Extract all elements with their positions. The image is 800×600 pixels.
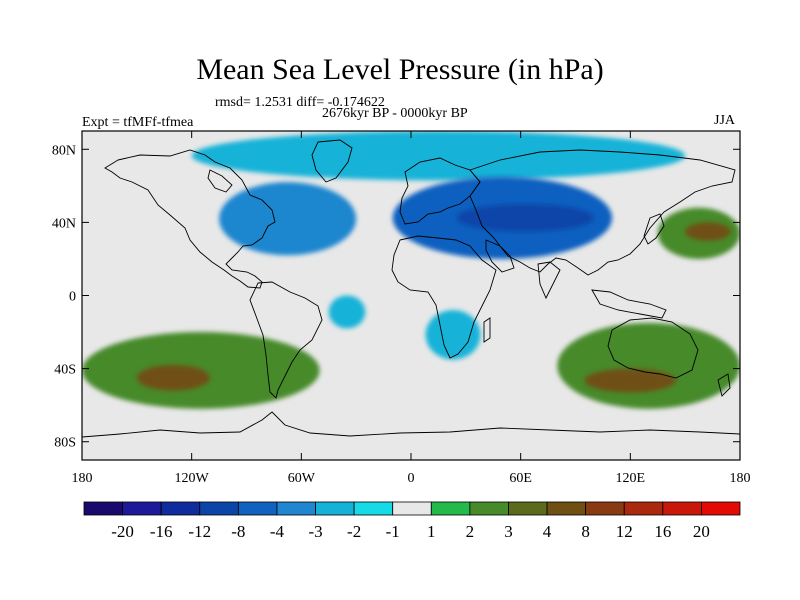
coast-japan <box>643 213 665 245</box>
colorbar-label: -2 <box>347 522 361 541</box>
colorbar-box <box>237 501 278 516</box>
colorbar-label: -3 <box>308 522 322 541</box>
x-tick-label: 0 <box>408 471 415 486</box>
colorbar-label: 8 <box>581 522 590 541</box>
colorbar-label: -1 <box>386 522 400 541</box>
field-region-north-america-atlantic <box>219 182 357 256</box>
field-region-nw-pacific-core <box>685 222 731 241</box>
colorbar-box <box>469 501 509 516</box>
x-axis: 180 120W 60W 0 60E 120E 180 <box>72 131 751 486</box>
coastlines <box>82 139 740 438</box>
coast-greenland <box>311 139 353 183</box>
colorbar-label: -8 <box>231 522 245 541</box>
x-tick-label: 180 <box>72 471 93 486</box>
colorbar-box <box>199 501 239 516</box>
field-layer <box>82 131 740 409</box>
coast-australia <box>607 317 699 379</box>
colorbar-box <box>585 501 625 516</box>
field-region-south-indian-ocean <box>557 322 740 409</box>
season-label: JJA <box>714 113 736 128</box>
x-tick-label: 180 <box>730 471 751 486</box>
field-region-southern-africa <box>425 310 481 360</box>
stats-text: rmsd= 1.2531 diff= -0.174622 <box>215 95 385 110</box>
x-tick-label: 120W <box>175 471 210 486</box>
colorbar-box <box>546 501 587 516</box>
colorbar-box <box>315 501 355 516</box>
colorbar: -20 -16 -12 -8 -4 -3 -2 -1 1 2 3 4 8 12 16 20 <box>83 501 741 541</box>
coast-africa <box>391 235 497 359</box>
colorbar-box <box>430 501 471 516</box>
y-tick-label: 40N <box>52 216 76 231</box>
x-tick-label: 120E <box>616 471 646 486</box>
coast-madagascar <box>483 317 491 343</box>
y-tick-label: 80N <box>52 143 76 158</box>
colorbar-label: -20 <box>111 522 134 541</box>
colorbar-label: 1 <box>427 522 436 541</box>
colorbar-label: -12 <box>188 522 211 541</box>
colorbar-box <box>160 501 201 516</box>
y-tick-label: 40S <box>54 363 76 378</box>
field-region-eurasia-core <box>456 204 594 232</box>
coast-north-america <box>104 149 276 289</box>
y-tick-label: 0 <box>69 290 76 305</box>
colorbar-label: -16 <box>150 522 173 541</box>
colorbar-label: 2 <box>466 522 475 541</box>
colorbar-box <box>122 501 162 516</box>
field-region-tropical-atlantic <box>328 295 366 329</box>
y-axis: 80N 40N 0 40S 80S <box>52 143 740 451</box>
period-text: 2676kyr BP - 0000kyr BP <box>322 106 468 121</box>
experiment-label: Expt = tfMFf-tfmea <box>82 115 194 130</box>
x-tick-label: 60W <box>288 471 316 486</box>
colorbar-box <box>701 501 741 516</box>
field-region-arctic <box>191 131 686 181</box>
colorbar-label: 12 <box>616 522 633 541</box>
colorbar-label: 16 <box>654 522 671 541</box>
colorbar-box <box>508 501 548 516</box>
coast-india <box>537 261 561 300</box>
colorbar-box <box>83 501 123 516</box>
coast-antarctica <box>82 411 740 438</box>
coast-hudson <box>207 169 233 193</box>
colorbar-box <box>623 501 664 516</box>
colorbar-box <box>392 501 432 516</box>
colorbar-box <box>276 501 316 516</box>
colorbar-box <box>662 501 702 516</box>
field-region-south-indian-core <box>584 368 677 393</box>
x-tick-label: 60E <box>509 471 532 486</box>
field-region-south-pacific-core <box>136 364 210 391</box>
map-background <box>82 131 740 460</box>
chart-title: Mean Sea Level Pressure (in hPa) <box>196 53 604 86</box>
y-tick-label: 80S <box>54 436 76 451</box>
colorbar-box <box>353 501 394 516</box>
coast-indonesia <box>591 289 667 319</box>
coast-south-america <box>249 281 323 399</box>
coast-new-zealand <box>717 373 731 397</box>
colorbar-label: -4 <box>270 522 285 541</box>
colorbar-label: 4 <box>543 522 552 541</box>
coast-asia <box>469 149 736 276</box>
coast-europe <box>399 157 481 225</box>
colorbar-label: 3 <box>504 522 513 541</box>
colorbar-label: 20 <box>693 522 710 541</box>
coast-arabia <box>485 239 515 273</box>
